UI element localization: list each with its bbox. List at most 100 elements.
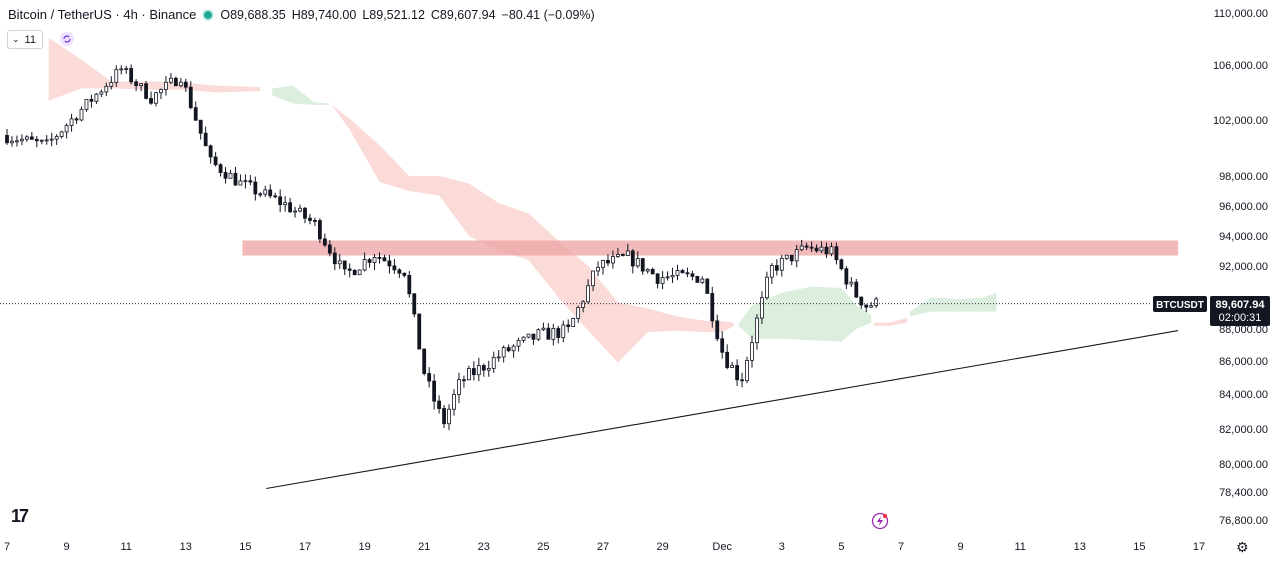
candle-body <box>124 68 129 70</box>
candle-body <box>263 189 268 195</box>
indicators-toggle[interactable]: ⌄ 11 <box>7 30 43 49</box>
candle-body <box>427 373 432 382</box>
candle-body <box>347 268 352 271</box>
candle-body <box>466 368 471 381</box>
tradingview-logo[interactable]: 17 <box>11 506 29 526</box>
candle-body <box>476 365 481 376</box>
candle-body <box>735 365 739 381</box>
candle-body <box>750 342 754 361</box>
candle-body <box>799 245 804 251</box>
time-tick-label: 13 <box>1074 541 1086 553</box>
settings-icon[interactable]: ⚙ <box>1236 539 1249 555</box>
cloud-segment-bull <box>737 286 872 342</box>
candle-body <box>173 77 178 87</box>
candle-body <box>198 119 203 134</box>
candle-body <box>387 260 392 267</box>
candle-body <box>481 365 486 371</box>
flash-icon[interactable] <box>871 512 889 530</box>
candle-body <box>74 118 79 121</box>
price-tick-label: 92,000.00 <box>1219 261 1268 273</box>
candle-body <box>293 210 297 213</box>
candle-body <box>457 379 461 395</box>
candle-body <box>789 254 794 262</box>
candle-body <box>422 348 427 374</box>
candle-body <box>377 257 382 259</box>
candle-body <box>581 301 586 308</box>
candle-body <box>213 156 218 166</box>
candle-body <box>675 270 680 276</box>
candle-body <box>809 246 814 249</box>
price-tick-label: 98,000.00 <box>1219 171 1268 183</box>
candle-body <box>760 297 764 319</box>
symbol-title[interactable]: Bitcoin / TetherUS · 4h · Binance <box>8 7 197 22</box>
candle-body <box>243 180 248 183</box>
sync-icon[interactable] <box>60 32 74 46</box>
symbol-tag-bg <box>1153 296 1207 312</box>
ohlc-change: −80.41 (−0.09%) <box>501 7 595 22</box>
candle-body <box>442 408 446 425</box>
candle-body <box>402 272 407 276</box>
time-tick-label: 9 <box>958 541 964 553</box>
candle-body <box>168 77 173 83</box>
candle-body <box>84 98 89 110</box>
candle-body <box>566 324 571 328</box>
candle-body <box>765 276 769 299</box>
candle-body <box>844 268 849 285</box>
candle-body <box>447 408 451 425</box>
candle-body <box>44 139 49 142</box>
candle-body <box>849 281 854 285</box>
candle-body <box>268 189 273 197</box>
candle-body <box>54 136 59 140</box>
candle-body <box>745 360 749 382</box>
candle-body <box>690 273 695 277</box>
candle-body <box>149 98 153 104</box>
candle-body <box>630 250 635 267</box>
candle-body <box>685 272 690 275</box>
candle-body <box>774 265 779 271</box>
candle-body <box>501 347 506 358</box>
candle-body <box>357 269 362 276</box>
candle-body <box>372 257 377 263</box>
support-trendline[interactable] <box>266 330 1179 490</box>
price-tick-label: 86,000.00 <box>1219 356 1268 368</box>
candle-body <box>327 244 332 254</box>
candle-body <box>591 270 595 287</box>
candle-body <box>620 254 625 256</box>
price-tick-label: 82,000.00 <box>1219 424 1268 436</box>
candle-body <box>705 278 710 294</box>
candle-body <box>660 277 665 284</box>
candle-body <box>700 278 705 283</box>
time-axis: 7 9 11 13 15 17 19 21 23 25 27 29 Dec 3 5 7 9 11 13 15 17 <box>4 541 1205 553</box>
candle-body <box>437 400 442 409</box>
candle-body <box>203 132 208 147</box>
candle-body <box>253 181 258 195</box>
price-tick-label: 78,400.00 <box>1219 487 1268 499</box>
candle-body <box>10 140 14 144</box>
candle-body <box>119 68 124 71</box>
price-axis: 110,000.00 106,000.00 102,000.00 98,000.00 9… <box>1213 8 1268 527</box>
cloud-segment-bear <box>48 37 261 101</box>
candle-body <box>561 324 566 338</box>
time-tick-label: 5 <box>838 541 844 553</box>
ohlc-open: O89,688.35 <box>220 7 286 22</box>
time-tick-label: 9 <box>64 541 70 553</box>
chevron-down-icon: ⌄ <box>12 34 20 44</box>
candle-body <box>740 379 744 382</box>
candle-body <box>337 260 342 265</box>
candle-body <box>144 83 148 99</box>
bar-countdown: 02:00:31 <box>1219 312 1262 324</box>
candle-body <box>586 285 590 303</box>
resistance-zone[interactable] <box>242 240 1179 256</box>
candle-body <box>670 275 675 278</box>
price-tick-label: 110,000.00 <box>1214 8 1268 20</box>
candle-body <box>397 269 402 274</box>
candle-body <box>64 125 69 133</box>
candle-body <box>471 368 476 376</box>
time-tick-label: 17 <box>1193 541 1205 553</box>
candle-body <box>332 252 337 265</box>
candles <box>5 64 879 431</box>
time-tick-label: 29 <box>656 541 668 553</box>
candle-body <box>134 81 139 87</box>
candle-body <box>531 333 536 340</box>
